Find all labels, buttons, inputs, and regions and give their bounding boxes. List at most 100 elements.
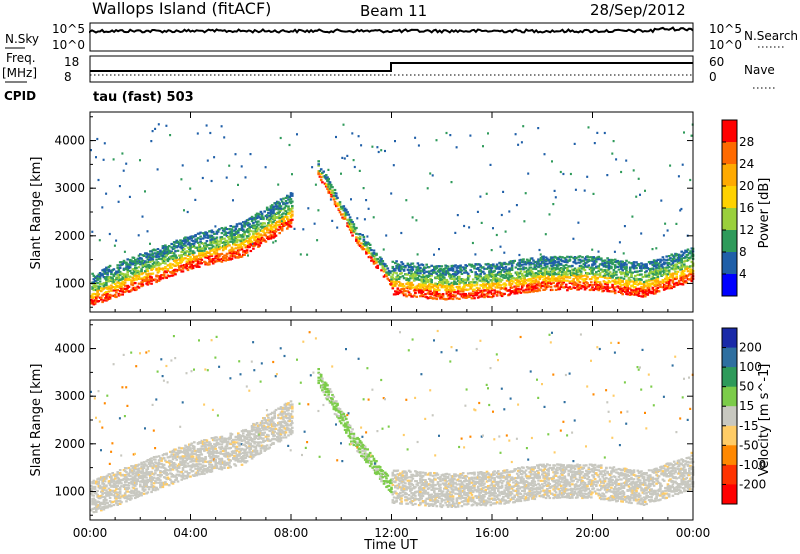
echo-cell: [519, 264, 523, 267]
echo-cell: [596, 131, 599, 134]
echo-cell: [510, 264, 514, 267]
echo-cell: [500, 292, 504, 295]
echo-cell: [164, 262, 167, 265]
echo-cell: [174, 264, 177, 267]
echo-cell: [411, 268, 415, 271]
echo-cell: [671, 261, 675, 264]
echo-cell: [518, 253, 521, 257]
echo-cell: [118, 185, 121, 188]
echo-cell: [257, 223, 260, 226]
echo-cell: [498, 266, 501, 269]
echo-cell: [607, 272, 611, 275]
echo-cell: [280, 215, 284, 219]
echo-cell: [566, 279, 569, 282]
echo-cell: [558, 255, 562, 258]
echo-cell: [180, 463, 183, 466]
echo-cell: [174, 455, 177, 458]
echo-cell: [610, 290, 613, 293]
echo-cell: [165, 460, 168, 464]
echo-cell: [493, 289, 496, 292]
echo-cell: [156, 168, 159, 171]
echo-cell: [449, 134, 452, 137]
echo-cell: [659, 285, 662, 288]
echo-cell: [131, 471, 135, 474]
echo-cell: [117, 284, 121, 288]
echo-cell: [116, 484, 119, 487]
echo-cell: [239, 234, 243, 237]
echo-cell: [539, 262, 543, 265]
echo-cell: [548, 280, 552, 283]
power-ylabel: Slant Range [km]: [29, 157, 44, 270]
echo-cell: [585, 277, 588, 280]
echo-cell: [243, 225, 246, 228]
echo-cell: [166, 248, 170, 251]
echo-cell: [275, 205, 279, 208]
cpid-value: tau (fast) 503: [93, 90, 194, 105]
echo-cell: [151, 403, 154, 406]
echo-cell: [265, 214, 269, 217]
echo-cell: [287, 220, 290, 223]
echo-cell: [120, 261, 123, 264]
echo-cell: [395, 279, 398, 283]
echo-cell: [597, 289, 601, 292]
echo-cell: [126, 273, 129, 276]
echo-cell: [621, 293, 624, 296]
echo-cell: [483, 272, 486, 275]
echo-cell: [482, 286, 485, 289]
echo-cell: [534, 272, 538, 275]
echo-cell: [167, 484, 171, 487]
echo-cell: [605, 270, 608, 273]
echo-cell: [341, 156, 344, 159]
echo-cell: [470, 297, 474, 300]
echo-cell: [115, 486, 118, 489]
echo-cell: [128, 263, 132, 266]
echo-cell: [225, 228, 229, 231]
echo-cell: [625, 159, 628, 162]
echo-cell: [596, 280, 599, 283]
echo-cell: [134, 452, 136, 455]
echo-cell: [404, 264, 407, 268]
echo-cell: [95, 492, 98, 495]
echo-cell: [134, 466, 137, 469]
echo-cell: [130, 491, 133, 494]
echo-cell: [228, 228, 231, 231]
echo-cell: [162, 260, 166, 263]
echo-cell: [177, 456, 181, 459]
echo-cell: [238, 253, 241, 256]
echo-cell: [247, 230, 250, 233]
echo-cell: [277, 201, 280, 204]
echo-cell: [200, 472, 204, 475]
echo-cell: [216, 256, 220, 259]
echo-cell: [150, 480, 153, 484]
echo-cell: [469, 287, 472, 290]
echo-cell: [101, 273, 104, 276]
echo-cell: [238, 239, 241, 242]
echo-cell: [112, 158, 115, 161]
echo-cell: [667, 258, 671, 261]
echo-cell: [140, 257, 143, 260]
echo-cell: [622, 266, 626, 269]
echo-cell: [603, 131, 606, 135]
echo-cell: [537, 280, 540, 283]
echo-cell: [128, 474, 132, 478]
echo-cell: [332, 198, 336, 201]
echo-cell: [488, 285, 491, 288]
echo-cell: [110, 480, 113, 484]
echo-cell: [125, 480, 128, 483]
echo-cell: [170, 246, 173, 249]
echo-cell: [172, 335, 175, 338]
echo-cell: [263, 210, 266, 213]
echo-cell: [206, 256, 210, 259]
echo-cell: [329, 183, 333, 187]
echo-cell: [685, 256, 689, 259]
echo-cell: [402, 268, 406, 271]
echo-cell: [226, 242, 230, 246]
echo-cell: [117, 279, 121, 282]
echo-cell: [606, 174, 609, 177]
echo-cell: [198, 265, 201, 268]
echo-cell: [332, 194, 336, 197]
echo-cell: [195, 255, 199, 258]
echo-cell: [156, 370, 159, 373]
echo-cell: [237, 256, 240, 259]
echo-cell: [161, 375, 164, 378]
